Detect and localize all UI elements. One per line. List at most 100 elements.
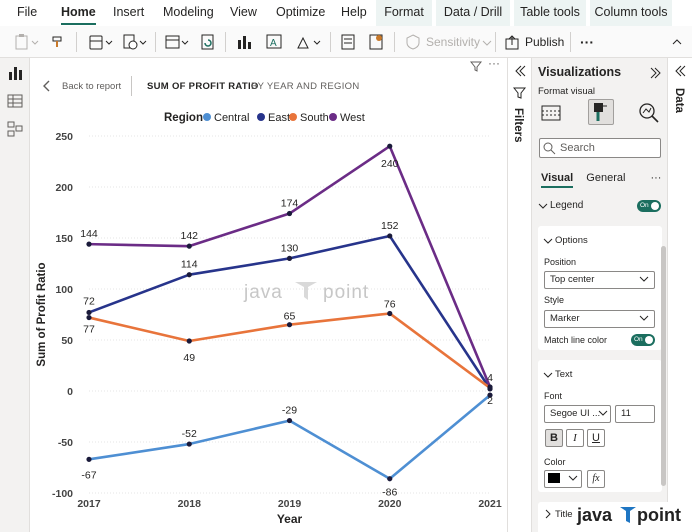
legend-marker-south[interactable] (289, 113, 297, 121)
color-label: Color (544, 457, 566, 467)
legend-label-west[interactable]: West (340, 112, 365, 124)
data-point-west[interactable] (487, 384, 493, 390)
text-box-icon: A (266, 34, 282, 49)
legend-label-east[interactable]: East (268, 112, 290, 124)
font-size-stepper[interactable]: 11 (615, 405, 655, 423)
legend-label-central[interactable]: Central (214, 112, 249, 124)
transform-data-button[interactable] (164, 32, 190, 52)
new-measure-button[interactable] (340, 32, 356, 52)
table-view-icon[interactable] (6, 92, 24, 110)
data-point-south[interactable] (286, 322, 293, 328)
menu-file[interactable]: File (17, 5, 38, 19)
paste-button[interactable] (14, 32, 40, 52)
x-tick-label: 2021 (478, 498, 502, 510)
style-label: Style (544, 295, 565, 305)
menu-modeling[interactable]: Modeling (163, 5, 214, 19)
collapse-chevrons-icon[interactable] (673, 64, 687, 78)
back-to-report-link[interactable]: Back to report (62, 81, 122, 92)
text-box-button[interactable]: A (266, 32, 282, 52)
position-select[interactable]: Top center (544, 271, 655, 289)
data-point-central[interactable] (387, 476, 393, 482)
filters-pane[interactable]: Filters (507, 58, 531, 532)
tab-more[interactable]: ··· (650, 172, 662, 184)
menu-view[interactable]: View (230, 5, 257, 19)
data-point-east[interactable] (286, 255, 293, 261)
tab-visual[interactable]: Visual (541, 172, 574, 188)
x-tick-label: 2019 (278, 498, 302, 510)
paintbrush-icon (594, 103, 607, 121)
data-point-west[interactable] (387, 143, 393, 149)
more-options-button[interactable]: ··· (580, 34, 594, 50)
style-select[interactable]: Marker (544, 310, 655, 328)
font-label: Font (544, 391, 563, 401)
data-label-east: 114 (181, 259, 198, 271)
underline-button[interactable]: U (587, 429, 605, 447)
data-point-west[interactable] (286, 210, 293, 217)
format-painter-button[interactable] (50, 32, 66, 52)
back-arrow-icon[interactable] (41, 79, 53, 93)
text-section-label[interactable]: Text (555, 369, 573, 380)
italic-button[interactable]: I (566, 429, 584, 447)
legend-marker-east[interactable] (257, 113, 265, 121)
data-label-west: 144 (80, 228, 98, 240)
expand-chevrons-icon[interactable] (648, 66, 662, 80)
menu-help[interactable]: Help (341, 5, 367, 19)
series-line-west[interactable] (88, 144, 492, 388)
report-view-icon[interactable] (6, 64, 24, 82)
tab-table-tools[interactable]: Table tools (514, 0, 586, 26)
data-point-west[interactable] (86, 241, 92, 247)
data-point-south[interactable] (86, 314, 92, 321)
options-section-label[interactable]: Options (555, 235, 588, 246)
pane-scrollbar[interactable] (661, 246, 666, 486)
build-visual-icon[interactable] (540, 102, 562, 124)
data-point-central[interactable] (286, 417, 293, 424)
quick-measure-button[interactable] (368, 32, 384, 52)
data-point-west[interactable] (186, 243, 192, 249)
match-line-color-toggle[interactable]: On (631, 334, 655, 346)
legend-section-label[interactable]: Legend (550, 200, 584, 211)
more-visuals-button[interactable] (296, 32, 322, 52)
menu-optimize[interactable]: Optimize (276, 5, 326, 19)
analytics-icon[interactable] (638, 102, 660, 124)
legend-marker-central[interactable] (203, 113, 211, 121)
data-point-central[interactable] (186, 441, 192, 447)
data-point-central[interactable] (86, 456, 92, 462)
search-icon (543, 142, 556, 155)
filter-icon[interactable] (470, 60, 482, 72)
menu-insert[interactable]: Insert (113, 5, 145, 19)
legend-marker-west[interactable] (329, 113, 337, 121)
data-point-south[interactable] (387, 310, 393, 317)
format-visual-tab[interactable] (588, 99, 614, 125)
new-visual-button[interactable] (236, 32, 252, 52)
match-line-color-label: Match line color (544, 335, 608, 345)
search-input[interactable]: Search (539, 138, 661, 158)
data-point-east[interactable] (387, 233, 393, 239)
data-point-east[interactable] (186, 272, 192, 278)
tab-general[interactable]: General (586, 172, 626, 184)
tab-data-drill[interactable]: Data / Drill (436, 0, 510, 26)
font-family-select[interactable]: Segoe UI ... (544, 405, 611, 423)
conditional-format-button[interactable]: fx (587, 470, 605, 488)
publish-button[interactable]: Publish (504, 32, 564, 52)
title-section-label[interactable]: Title (555, 509, 573, 520)
tab-column-tools[interactable]: Column tools (590, 0, 672, 26)
data-pane[interactable]: Data (667, 58, 692, 532)
data-label-south: 65 (284, 311, 296, 323)
more-options-icon[interactable]: ··· (488, 56, 500, 70)
legend-toggle[interactable]: On (637, 200, 661, 212)
bold-button[interactable]: B (545, 429, 563, 447)
legend-label-south[interactable]: South (300, 112, 329, 124)
recent-sources-button[interactable] (122, 32, 148, 52)
model-view-icon[interactable] (6, 120, 24, 138)
brush-icon (52, 36, 62, 47)
menu-home[interactable]: Home (61, 0, 96, 26)
data-point-south[interactable] (186, 338, 192, 344)
refresh-button[interactable] (200, 32, 216, 52)
get-data-button[interactable] (88, 32, 114, 52)
color-picker[interactable] (544, 470, 582, 488)
data-point-central[interactable] (487, 392, 493, 398)
collapse-ribbon-button[interactable] (670, 32, 684, 52)
data-point-east[interactable] (86, 309, 92, 316)
collapse-chevrons-icon[interactable] (513, 64, 527, 78)
tab-format[interactable]: Format (376, 0, 432, 26)
